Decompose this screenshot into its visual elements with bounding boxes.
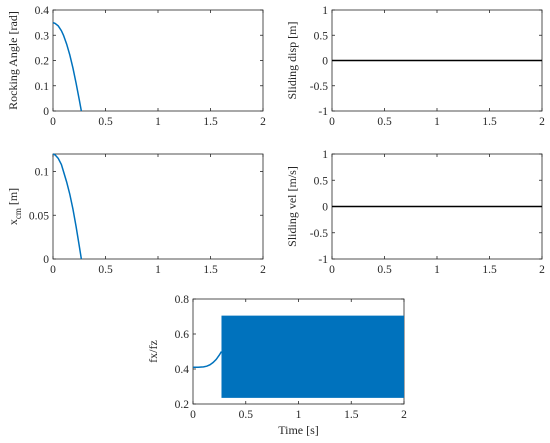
panel-fx-fz: 0 0.5 1 1.5 2 0.2 0.4 0.6 0.8 fx/fz Time [s]: [146, 294, 407, 437]
x-tick-label: 1.5: [344, 409, 359, 421]
panel-sliding-vel: 0 0.5 1 1.5 2 -1 -0.5 0 0.5 1 Sliding vel [m/s]: [285, 149, 545, 276]
x-tick-label: 1: [434, 116, 440, 128]
y-tick-label: 1: [322, 5, 328, 17]
y-tick-label: 0.8: [175, 294, 190, 306]
y-tick-label: 0.4: [35, 5, 50, 17]
y-tick-label: 0.4: [175, 364, 190, 376]
y-tick-label: -0.5: [310, 81, 328, 93]
oscillation-band: [221, 315, 404, 398]
y-tick-label: -1: [318, 254, 328, 266]
y-axis-label-main: x: [6, 219, 20, 225]
x-tick-label: 1.5: [482, 264, 497, 276]
x-tick-label: 2: [539, 264, 545, 276]
axes-box: [52, 153, 264, 260]
x-tick-label: 0: [329, 116, 335, 128]
y-tick-label: 0.5: [314, 175, 329, 187]
x-tick-label: 0.5: [98, 116, 113, 128]
y-tick-label: -0.5: [310, 228, 328, 240]
panel-rocking-angle: 0 0.5 1 1.5 2 0 0.1 0.2 0.3 0.4 Rocking Angle [rad…: [6, 5, 266, 128]
y-axis-label: xcm [m]: [6, 188, 23, 225]
y-tick-label: 1: [322, 149, 328, 161]
x-tick-label: 0.5: [377, 264, 392, 276]
x-tick-label: 0: [50, 116, 56, 128]
series-line: [52, 21, 83, 112]
y-tick-label: 0: [43, 106, 49, 118]
y-tick-label: 0.5: [314, 30, 329, 42]
y-tick-label: 0: [43, 254, 49, 266]
x-tick-label: 1: [155, 264, 161, 276]
y-axis-label: Sliding vel [m/s]: [285, 166, 299, 247]
x-tick-label: 2: [260, 116, 266, 128]
x-tick-label: 0.5: [377, 116, 392, 128]
x-tick-label: 1.5: [203, 116, 218, 128]
x-tick-label: 2: [260, 264, 266, 276]
y-axis-label: Sliding disp [m]: [285, 21, 299, 99]
series-line: [52, 153, 83, 260]
x-tick-label: 0: [329, 264, 335, 276]
y-tick-label: 0: [322, 56, 328, 68]
x-axis-label: Time [s]: [278, 423, 319, 437]
x-tick-label: 1.5: [482, 116, 497, 128]
y-tick-label: -1: [318, 106, 328, 118]
x-tick-label: 1: [296, 409, 302, 421]
y-tick-label: 0.1: [35, 167, 50, 179]
y-tick-label: 0.2: [35, 56, 50, 68]
series-line: [193, 351, 223, 368]
y-axis-label-sub: cm: [13, 208, 23, 219]
x-tick-label: 2: [401, 409, 407, 421]
x-tick-label: 0: [190, 409, 196, 421]
y-axis-label: fx/fz: [146, 340, 160, 363]
y-tick-label: 0.05: [29, 210, 49, 222]
y-tick-label: 0.2: [175, 399, 190, 411]
x-tick-label: 0.5: [98, 264, 113, 276]
axes-box: [52, 9, 264, 112]
x-tick-label: 1: [155, 116, 161, 128]
panel-sliding-disp: 0 0.5 1 1.5 2 -1 -0.5 0 0.5 1 Sliding disp [m]: [285, 5, 545, 128]
x-tick-label: 1.5: [203, 264, 218, 276]
panel-xcm: 0 0.5 1 1.5 2 0 0.05 0.1 xcm [m]: [6, 153, 266, 276]
y-tick-label: 0.3: [35, 30, 50, 42]
x-tick-label: 2: [539, 116, 545, 128]
y-tick-label: 0: [322, 202, 328, 214]
y-tick-label: 0.6: [175, 329, 190, 341]
x-tick-label: 1: [434, 264, 440, 276]
y-axis-label: Rocking Angle [rad]: [6, 11, 20, 110]
x-tick-label: 0.5: [239, 409, 254, 421]
y-tick-label: 0.1: [35, 81, 50, 93]
x-tick-label: 0: [50, 264, 56, 276]
y-axis-label-unit: [m]: [6, 188, 20, 208]
